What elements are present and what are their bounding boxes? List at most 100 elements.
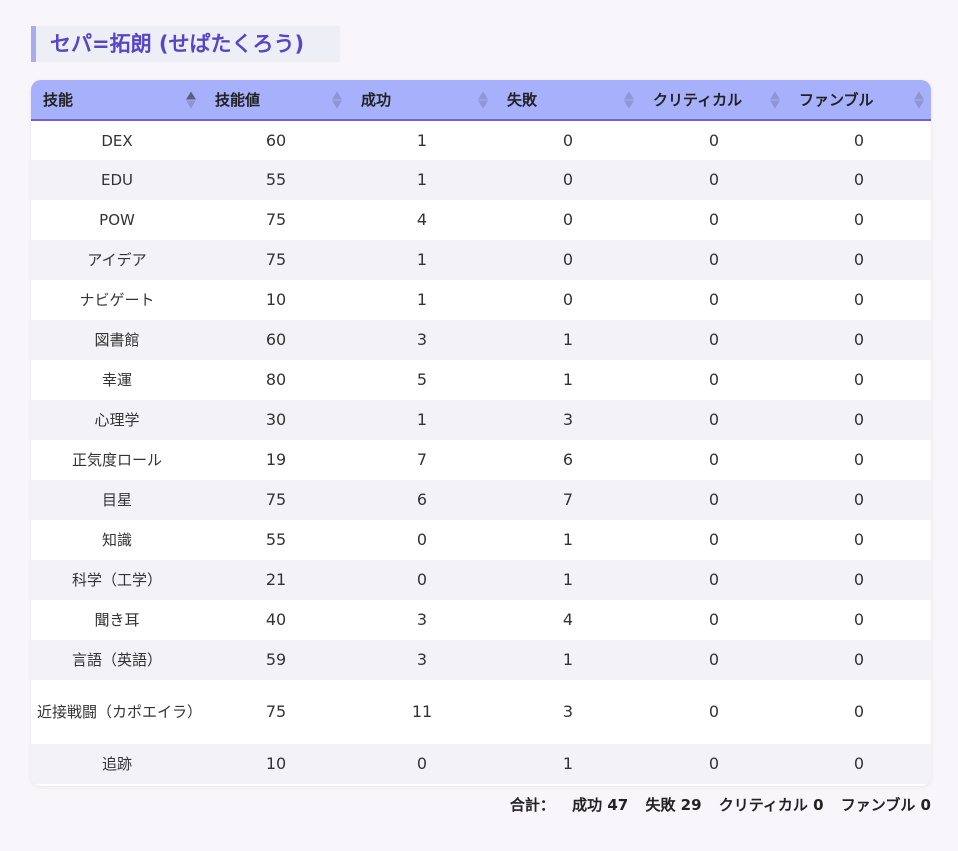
table-row: 科学（工学） 21 0 1 0 0 [31, 560, 931, 600]
fumble-count: 0 [853, 410, 865, 429]
total-critical: クリティカル 0 [718, 796, 824, 814]
total-failure: 失敗 29 [645, 796, 702, 814]
skill-stats-table: 技能 技能値 成功 失敗 クリティカル [31, 80, 931, 786]
critical-count: 0 [708, 490, 720, 509]
table-row: 図書館 60 3 1 0 0 [31, 320, 931, 360]
skill-value: 10 [265, 754, 287, 773]
fumble-count: 0 [853, 450, 865, 469]
table-row: 追跡 10 0 1 0 0 [31, 744, 931, 784]
total-fumble: ファンブル 0 [840, 796, 931, 814]
success-count: 5 [416, 370, 428, 389]
success-count: 3 [416, 610, 428, 629]
failure-count: 0 [562, 210, 574, 229]
failure-count: 3 [562, 702, 574, 721]
skill-value: 75 [265, 250, 287, 269]
failure-count: 3 [562, 410, 574, 429]
critical-count: 0 [708, 370, 720, 389]
skill-value: 10 [265, 290, 287, 309]
skill-name: ナビゲート [79, 291, 155, 309]
table-row: 聞き耳 40 3 4 0 0 [31, 600, 931, 640]
failure-count: 6 [562, 450, 574, 469]
fumble-count: 0 [853, 130, 865, 150]
fumble-count: 0 [853, 754, 865, 773]
skill-name: アイデア [87, 251, 147, 269]
critical-count: 0 [708, 530, 720, 549]
table-row: 知識 55 0 1 0 0 [31, 520, 931, 560]
failure-count: 7 [562, 490, 574, 509]
skill-value: 19 [265, 450, 287, 469]
sort-icon [624, 91, 634, 108]
fumble-count: 0 [853, 290, 865, 309]
fumble-count: 0 [853, 210, 865, 229]
failure-count: 0 [562, 290, 574, 309]
total-success: 成功 47 [572, 796, 629, 814]
column-header-success[interactable]: 成功 [349, 80, 495, 121]
column-header-failure[interactable]: 失敗 [495, 80, 641, 121]
failure-count: 1 [562, 650, 574, 669]
failure-count: 0 [562, 130, 574, 150]
critical-count: 0 [708, 290, 720, 309]
table-row: EDU 55 1 0 0 0 [31, 160, 931, 200]
skill-name: 科学（工学） [71, 571, 162, 589]
column-header-label: 技能値 [215, 91, 261, 109]
column-header-fumble[interactable]: ファンブル [787, 80, 931, 121]
skill-value: 55 [265, 530, 287, 549]
failure-count: 1 [562, 570, 574, 589]
table-header-row: 技能 技能値 成功 失敗 クリティカル [31, 80, 931, 121]
skill-name: 追跡 [101, 755, 132, 773]
column-header-critical[interactable]: クリティカル [641, 80, 787, 121]
success-count: 1 [416, 170, 428, 189]
failure-count: 1 [562, 370, 574, 389]
fumble-count: 0 [853, 650, 865, 669]
critical-count: 0 [708, 450, 720, 469]
sort-ascending-icon [186, 91, 196, 108]
skill-value: 60 [265, 130, 287, 150]
skill-value: 30 [265, 410, 287, 429]
skill-value: 40 [265, 610, 287, 629]
critical-count: 0 [708, 170, 720, 189]
totals-summary: 合計： 成功 47 失敗 29 クリティカル 0 ファンブル 0 [510, 794, 931, 815]
failure-count: 0 [562, 170, 574, 189]
skill-value: 75 [265, 210, 287, 229]
skill-name: DEX [101, 131, 133, 150]
column-header-skill[interactable]: 技能 [31, 80, 203, 121]
success-count: 1 [416, 250, 428, 269]
skill-value: 75 [265, 702, 287, 721]
column-header-value[interactable]: 技能値 [203, 80, 349, 121]
success-count: 1 [416, 410, 428, 429]
skill-value: 55 [265, 170, 287, 189]
critical-count: 0 [708, 570, 720, 589]
failure-count: 4 [562, 610, 574, 629]
skill-name: EDU [100, 171, 133, 189]
critical-count: 0 [708, 610, 720, 629]
failure-count: 0 [562, 250, 574, 269]
critical-count: 0 [708, 410, 720, 429]
fumble-count: 0 [853, 370, 865, 389]
sort-icon [770, 91, 780, 108]
fumble-count: 0 [853, 570, 865, 589]
skill-value: 60 [265, 330, 287, 349]
totals-label: 合計： [509, 796, 555, 814]
critical-count: 0 [708, 330, 720, 349]
skill-name: 図書館 [94, 331, 140, 349]
fumble-count: 0 [853, 610, 865, 629]
column-header-label: 失敗 [507, 91, 538, 109]
skill-value: 59 [265, 650, 287, 669]
critical-count: 0 [708, 250, 720, 269]
fumble-count: 0 [853, 250, 865, 269]
success-count: 11 [411, 702, 433, 721]
column-header-label: 成功 [361, 91, 392, 109]
fumble-count: 0 [853, 330, 865, 349]
fumble-count: 0 [853, 170, 865, 189]
column-header-label: クリティカル [653, 91, 743, 109]
success-count: 4 [416, 210, 428, 229]
table-row: ナビゲート 10 1 0 0 0 [31, 280, 931, 320]
fumble-count: 0 [853, 530, 865, 549]
skill-name: 聞き耳 [94, 611, 140, 629]
skill-name: 幸運 [101, 371, 132, 389]
skill-name: POW [99, 211, 135, 229]
table-row: 目星 75 6 7 0 0 [31, 480, 931, 520]
page-title: セパ=拓朗 (せぱたくろう) [31, 26, 340, 62]
column-header-label: 技能 [43, 91, 74, 109]
success-count: 0 [416, 754, 428, 773]
